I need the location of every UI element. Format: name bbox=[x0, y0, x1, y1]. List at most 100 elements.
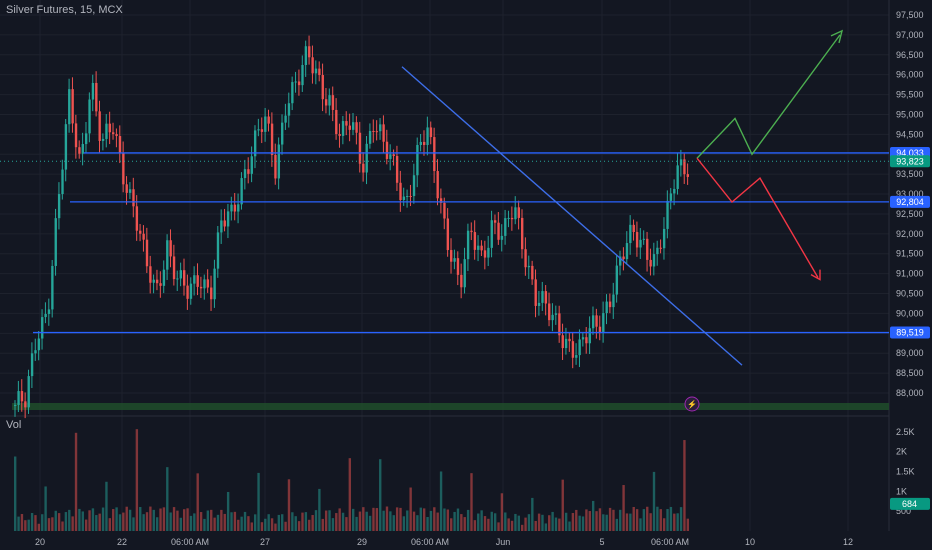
volume-bar bbox=[669, 506, 673, 531]
volume-bar bbox=[531, 497, 534, 531]
volume-bar bbox=[646, 506, 649, 531]
volume-bar bbox=[466, 509, 470, 531]
volume-bar bbox=[61, 521, 64, 531]
volume-bar bbox=[500, 493, 504, 531]
volume-bar bbox=[619, 509, 622, 531]
candle bbox=[169, 240, 172, 257]
volume-bar bbox=[510, 520, 514, 531]
y-tick-label: 95,000 bbox=[896, 109, 924, 119]
volume-bar bbox=[544, 523, 548, 531]
volume-bar bbox=[345, 517, 348, 531]
candle bbox=[578, 339, 581, 356]
volume-bar bbox=[331, 518, 335, 531]
volume-bar bbox=[84, 519, 88, 531]
candle bbox=[199, 286, 203, 289]
candle bbox=[247, 169, 250, 174]
volume-bar bbox=[470, 473, 473, 531]
candle bbox=[409, 196, 412, 198]
y-tick-label: 91,000 bbox=[896, 269, 924, 279]
candle bbox=[68, 89, 71, 125]
candle bbox=[233, 204, 237, 212]
candle bbox=[237, 204, 240, 212]
candle bbox=[24, 401, 27, 408]
volume-bar bbox=[504, 512, 507, 531]
volume-bar bbox=[281, 514, 284, 531]
volume-bar bbox=[679, 507, 683, 531]
candle bbox=[602, 313, 605, 333]
candle bbox=[338, 134, 341, 136]
volume-bar bbox=[44, 486, 47, 531]
candle bbox=[551, 314, 554, 321]
volume-bar bbox=[416, 515, 419, 531]
volume-bar bbox=[169, 512, 172, 531]
candle bbox=[105, 123, 108, 139]
volume-bar bbox=[507, 518, 510, 531]
y-tick-label: 90,500 bbox=[896, 289, 924, 299]
volume-bar bbox=[176, 510, 179, 531]
candle bbox=[419, 141, 422, 145]
volume-bar bbox=[554, 517, 558, 531]
candle bbox=[78, 147, 81, 154]
volume-bar bbox=[240, 516, 243, 531]
volume-bar bbox=[112, 509, 115, 531]
bullish-projection-path bbox=[696, 34, 841, 159]
volume-bar bbox=[352, 508, 355, 531]
level-price-tag bbox=[890, 326, 930, 339]
volume-bar bbox=[358, 511, 362, 531]
candle bbox=[534, 279, 537, 306]
volume-bar bbox=[656, 506, 659, 531]
candle bbox=[466, 230, 470, 260]
volume-bar bbox=[226, 491, 230, 531]
volume-bar bbox=[250, 522, 253, 531]
volume-bar bbox=[372, 507, 375, 531]
volume-bar bbox=[419, 507, 422, 531]
candle bbox=[662, 228, 666, 249]
volume-bar bbox=[365, 511, 368, 531]
candle bbox=[162, 269, 166, 286]
volume-bar bbox=[578, 515, 581, 531]
volume-bar bbox=[101, 507, 105, 531]
candle bbox=[243, 169, 247, 179]
candle bbox=[619, 256, 622, 266]
volume-bar bbox=[527, 514, 531, 531]
bullish-arrow-head bbox=[830, 29, 844, 44]
volume-bar bbox=[673, 513, 676, 531]
candle bbox=[585, 337, 588, 344]
volume-bar bbox=[615, 518, 619, 531]
candle bbox=[74, 123, 78, 148]
candle bbox=[382, 124, 385, 142]
volume-bar bbox=[551, 511, 554, 531]
candle bbox=[416, 144, 419, 176]
volume-bar bbox=[122, 512, 125, 531]
candle bbox=[30, 353, 34, 377]
candle bbox=[500, 235, 504, 240]
last-price-tag bbox=[890, 155, 930, 168]
candle bbox=[632, 224, 635, 233]
candle bbox=[122, 153, 125, 185]
candle bbox=[639, 239, 642, 248]
candle bbox=[483, 250, 487, 258]
volume-bar bbox=[409, 487, 412, 531]
candle bbox=[230, 204, 233, 212]
level-price-label: 92,804 bbox=[896, 197, 924, 207]
volume-bar bbox=[662, 518, 666, 531]
volume-bar bbox=[595, 511, 598, 531]
candle bbox=[95, 82, 98, 112]
candle bbox=[358, 132, 362, 164]
candle bbox=[139, 230, 142, 234]
candle bbox=[132, 189, 135, 207]
volume-bar bbox=[426, 516, 429, 531]
candle bbox=[71, 89, 74, 124]
candle bbox=[527, 265, 531, 268]
volume-bar bbox=[422, 508, 426, 531]
volume-bar bbox=[487, 518, 490, 531]
volume-bar bbox=[534, 520, 537, 531]
volume-bar bbox=[37, 523, 41, 531]
volume-bar bbox=[135, 429, 139, 531]
candle bbox=[443, 202, 446, 219]
candle bbox=[14, 404, 17, 406]
volume-bar bbox=[166, 467, 169, 531]
support-zone bbox=[12, 403, 889, 410]
volume-bar bbox=[676, 513, 679, 531]
